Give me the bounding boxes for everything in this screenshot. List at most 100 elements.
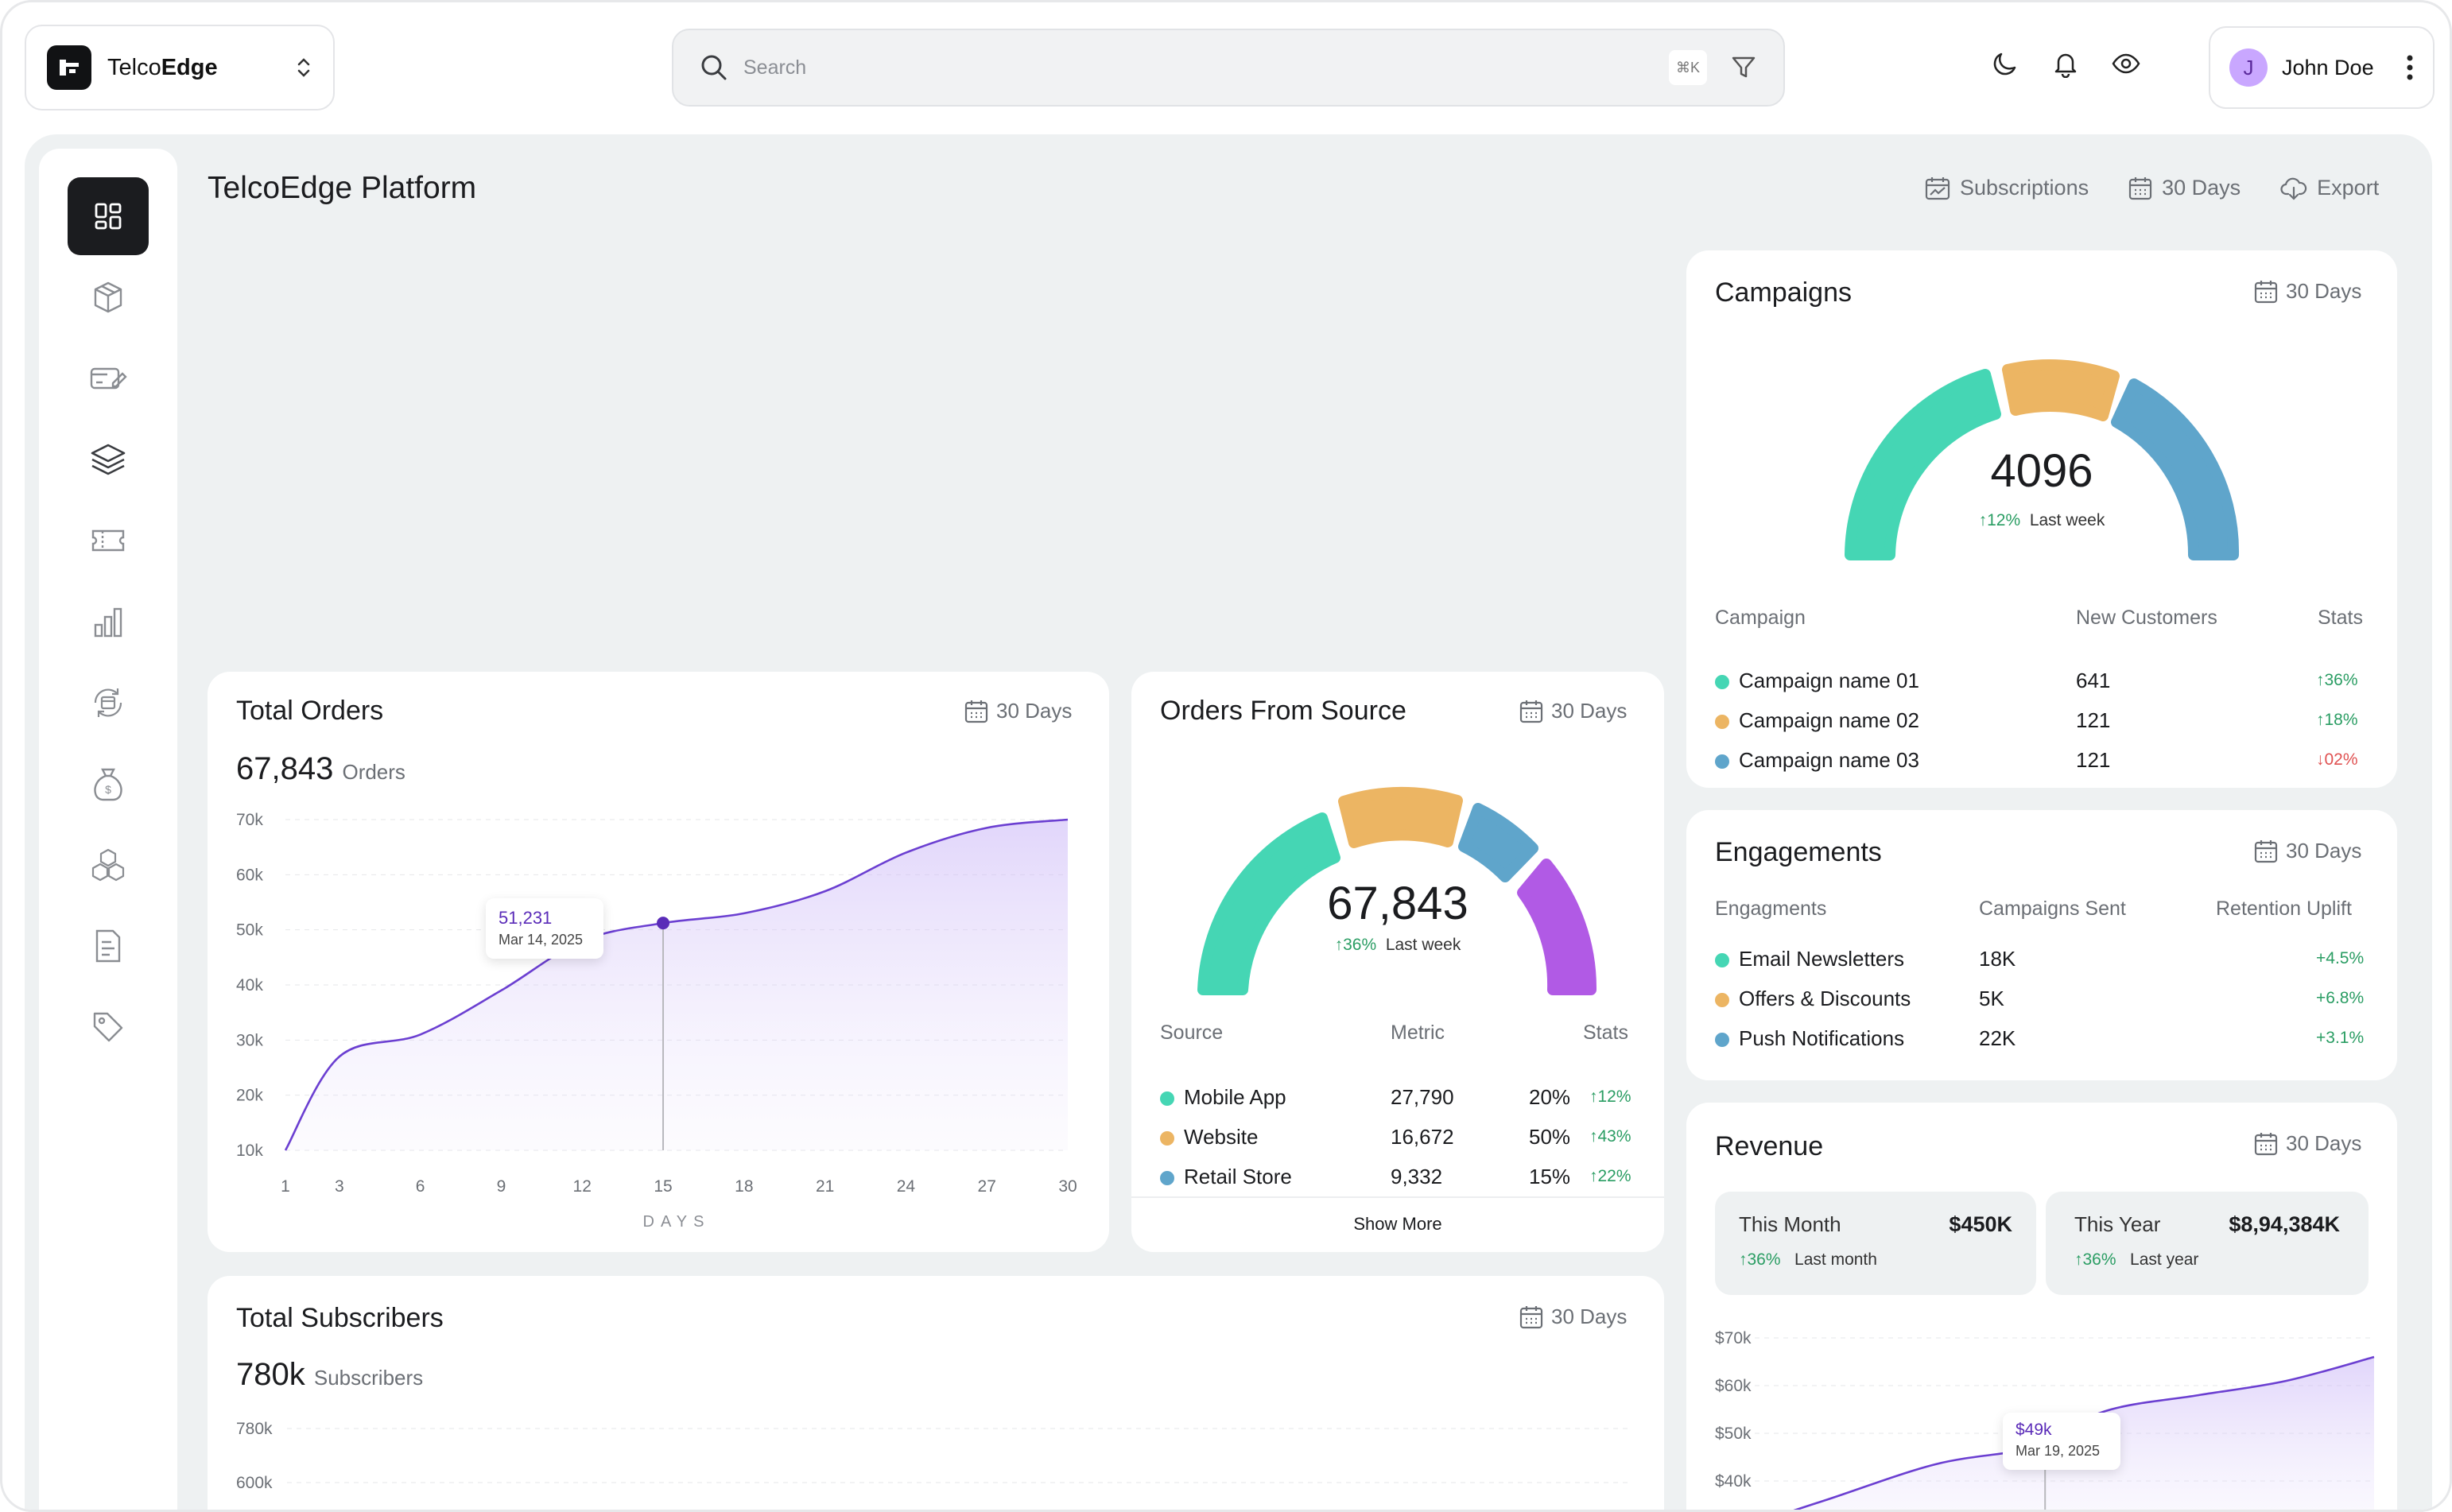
money-bag-icon: $ [91,765,126,803]
bar-chart-icon [91,604,126,639]
legend-dot [1715,754,1729,769]
report-icon [91,928,126,964]
legend-dot [1715,993,1729,1007]
source-change-value: 22% [1597,1167,1631,1185]
gauge-change-label: Last week [1385,936,1461,954]
x-tick-label: 3 [335,1177,344,1196]
gauge-value: 67,843 [1327,878,1468,929]
more-vertical-icon[interactable] [2406,54,2414,81]
subscriptions-button[interactable]: Subscriptions [1925,176,2089,200]
sidebar-item-tickets[interactable] [68,502,149,580]
campaign-customers: 121 [2076,708,2111,732]
card-title: Revenue [1715,1131,1824,1161]
moon-icon[interactable] [1990,48,2020,79]
workspace-switcher[interactable]: TelcoEdge [25,25,335,110]
date-filter-label: 30 Days [2286,1131,2362,1155]
campaign-name: Campaign name 03 [1715,748,1919,773]
sidebar-item-products[interactable] [68,258,149,336]
sidebar-item-plans[interactable] [68,421,149,498]
campaign-stat: ↑18% [2316,711,2358,729]
campaign-label: Campaign name 01 [1739,669,1919,692]
sidebar-item-sync[interactable] [68,664,149,742]
gauge-segment-mobile-app [1197,812,1340,995]
source-pct: 20% [1529,1085,1571,1109]
engagement-name: Offers & Discounts [1715,987,1911,1011]
avatar: J [2229,48,2268,87]
date-range-button[interactable]: 30 Days [2128,176,2241,200]
date-filter-label: 30 Days [1551,699,1628,723]
source-label: Website [1184,1125,1259,1149]
search-input[interactable]: Search [743,56,807,79]
campaign-label: Campaign name 02 [1739,708,1919,732]
brand-name: TelcoEdge [107,54,218,80]
orders-value-number: 67,843 [236,751,334,786]
card-title: Total Orders [236,696,384,726]
page-title: TelcoEdge Platform [208,171,477,205]
source-label: Retail Store [1184,1165,1292,1188]
source-row: Mobile App 27,790 20% ↑12% [1160,1085,1637,1117]
data-point[interactable] [657,917,670,930]
x-tick-label: 27 [978,1177,996,1196]
card-title: Engagements [1715,837,1882,867]
orders-value: 67,843 Orders [236,751,405,787]
source-metric: 9,332 [1391,1165,1443,1188]
legend-dot [1715,715,1729,729]
bell-icon[interactable] [2050,48,2081,79]
date-filter-button[interactable]: 30 Days [2254,279,2361,304]
calendar-icon [2254,1132,2278,1156]
tag-icon [90,1009,126,1045]
x-tick-label: 9 [497,1177,506,1196]
source-pct: 50% [1529,1125,1571,1149]
engagement-uplift: +4.5% [2316,949,2365,967]
source-metric: 16,672 [1391,1125,1454,1149]
filter-icon[interactable] [1731,55,1756,80]
col-header-new-customers: New Customers [2076,607,2217,629]
x-tick-label: 24 [897,1177,916,1196]
orders-area-chart: 10k 20k 30k 40k 50k 60k 70k 1 3 6 9 12 15 18 21 24 27 30 D… [236,811,1077,1231]
export-button[interactable]: Export [2280,176,2379,200]
date-filter-button[interactable]: 30 Days [964,699,1072,723]
y-tick-label: $60k [1715,1377,1752,1395]
sidebar-item-finance[interactable]: $ [68,745,149,823]
x-tick-label: 6 [416,1177,425,1196]
sidebar-item-billing[interactable] [68,339,149,417]
source-pct: 15% [1529,1165,1571,1188]
sidebar-item-reports[interactable] [68,907,149,985]
sidebar-item-inventory[interactable] [68,826,149,904]
date-filter-label: 30 Days [2286,279,2362,303]
summary-change: ↑36% Last month [1739,1250,1877,1269]
user-menu[interactable]: J John Doe [2209,26,2435,109]
dashboard-icon [92,200,124,232]
y-tick-label: 30k [236,1031,263,1049]
date-filter-button[interactable]: 30 Days [1519,1305,1627,1329]
export-label: Export [2317,176,2380,200]
col-header-source: Source [1160,1022,1224,1044]
sidebar-item-analytics[interactable] [68,583,149,661]
sidebar-item-dashboard[interactable] [68,177,149,255]
header-actions: Subscriptions 30 Days Export [1925,176,2379,200]
chevron-up-down-icon [295,56,312,79]
search-bar[interactable]: Search ⌘K [672,29,1785,107]
date-filter-button[interactable]: 30 Days [2254,1131,2361,1156]
chart-tooltip: $49k Mar 19, 2025 [2003,1413,2120,1470]
eye-icon[interactable] [2111,48,2141,79]
show-more-button[interactable]: Show More [1353,1214,1442,1234]
y-tick-label: $40k [1715,1472,1752,1491]
cloud-download-icon [2280,176,2307,200]
user-name: John Doe [2282,55,2374,79]
sidebar-item-offers[interactable] [68,988,149,1066]
card-edit-icon [89,361,127,396]
source-metric: 27,790 [1391,1085,1454,1109]
y-tick-label: 600k [236,1474,273,1492]
calendar-icon [1519,700,1543,723]
summary-label: This Year [2074,1212,2161,1236]
brand-logo [47,45,91,90]
gauge-segment-website [1338,786,1463,848]
source-row: Website 16,672 50% ↑43% [1160,1125,1637,1157]
x-tick-label: 15 [654,1177,672,1196]
date-filter-button[interactable]: 30 Days [2254,839,2361,863]
tooltip-value: 51,231 [499,908,553,928]
date-filter-button[interactable]: 30 Days [1519,699,1627,723]
y-tick-label: 40k [236,976,263,994]
y-tick-label: 780k [236,1420,273,1438]
